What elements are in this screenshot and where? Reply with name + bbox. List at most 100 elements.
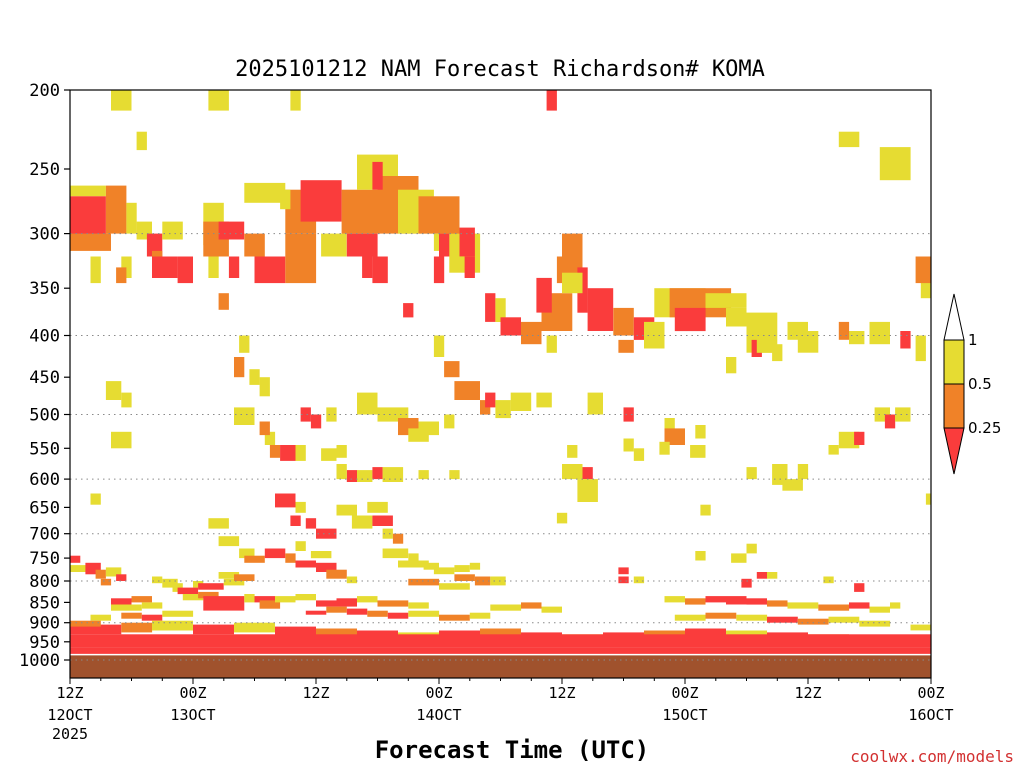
cell-ri-0-0.25 [116, 574, 127, 581]
cell-ri-0-0.25 [70, 624, 122, 635]
cell-ri-0.5-1 [849, 331, 865, 345]
cell-ri-0.5-1 [705, 293, 747, 308]
y-tick-label: 400 [29, 327, 60, 347]
cell-ri-0.25-0.5 [444, 361, 460, 378]
y-tick-label: 1000 [19, 651, 60, 671]
cell-ri-0.5-1 [408, 428, 429, 442]
cell-ri-0-0.25 [854, 431, 865, 445]
cell-ri-0.5-1 [90, 256, 101, 284]
cell-ri-0.5-1 [541, 606, 562, 613]
y-tick-label: 300 [29, 225, 60, 245]
y-tick-label: 650 [29, 498, 60, 518]
cell-ri-0.25-0.5 [367, 610, 388, 617]
cell-ri-0.5-1 [295, 501, 306, 513]
cell-ri-0-0.25 [141, 614, 163, 621]
cell-ri-0.5-1 [490, 604, 522, 611]
cell-ri-0.5-1 [111, 90, 132, 111]
cell-ri-0-0.25 [228, 256, 240, 278]
cell-ri-0-0.25 [372, 515, 393, 526]
pressure-gridlines [70, 233, 931, 661]
cell-ri-0-0.25 [290, 515, 301, 526]
cell-ri-0.5-1 [280, 189, 291, 210]
cell-ri-0.5-1 [239, 548, 255, 559]
cell-ri-0.5-1 [295, 541, 306, 551]
x-axis-label: Forecast Time (UTC) [375, 736, 650, 764]
cell-ri-0.5-1 [797, 331, 819, 353]
y-tick-label: 900 [29, 614, 60, 634]
cell-ri-0-0.25 [85, 562, 101, 575]
cell-ri-0.5-1 [336, 445, 347, 458]
cell-ri-0.5-1 [767, 572, 778, 579]
cell-ri-0.5-1 [162, 578, 178, 588]
x-tick-label: 16OCT [908, 706, 953, 724]
cell-ri-0.25-0.5 [269, 445, 281, 458]
x-tick-label: 13OCT [170, 706, 215, 724]
cell-ri-0.5-1 [357, 470, 373, 482]
heatmap-cells [70, 90, 932, 678]
cell-ri-0.5-1 [162, 610, 194, 617]
y-tick-label: 450 [29, 368, 60, 388]
cell-ri-0.5-1 [336, 504, 357, 516]
y-tick-label: 200 [29, 81, 60, 101]
cell-ri-0-0.25 [70, 634, 931, 648]
cell-ri-0-0.25 [705, 596, 726, 603]
legend-swatch-0.5-1 [943, 339, 965, 385]
cell-ri-0.25-0.5 [105, 185, 127, 234]
cell-ri-0.25-0.5 [480, 628, 521, 637]
cell-ri-0.5-1 [367, 501, 388, 513]
cell-ri-0-0.25 [536, 277, 552, 313]
cell-ri-0.25-0.5 [521, 602, 542, 609]
cell-ri-0.5-1 [382, 528, 393, 539]
cell-ri-0.5-1 [275, 596, 296, 603]
cell-ri-0.5-1 [152, 576, 163, 584]
cell-ri-0.5-1 [623, 438, 634, 452]
cell-ri-0.5-1 [910, 624, 931, 631]
cell-ri-0.5-1 [577, 479, 598, 502]
y-axis: 200 250 300 350 400 450 500 550 600 650 700 750 8008… [19, 81, 70, 671]
cell-ri-0.25-0.5 [285, 553, 296, 563]
cell-ri-0-0.25 [362, 256, 373, 278]
cell-ri-0.25-0.5 [198, 591, 219, 599]
x-tick-label: 00Z [671, 684, 698, 702]
cell-ri-0.25-0.5 [234, 574, 255, 581]
cell-ri-0.5-1 [633, 448, 645, 461]
cell-ri-0.5-1 [162, 221, 183, 240]
cell-ri-0-0.25 [152, 256, 178, 278]
cell-ri-0.5-1 [218, 536, 240, 547]
cell-ri-0.5-1 [838, 131, 860, 148]
cell-ri-0-0.25 [70, 196, 106, 240]
cell-ri-0-0.25 [403, 303, 414, 318]
cell-ri-0-0.25 [203, 596, 245, 611]
cell-ri-0-0.25 [751, 339, 762, 357]
cell-ri-0.5-1 [423, 562, 439, 570]
cell-ri-0.5-1 [925, 493, 931, 505]
cell-ri-0-0.25 [618, 576, 629, 584]
cell-ri-0.25-0.5 [439, 614, 470, 621]
cell-ri-0.5-1 [310, 551, 332, 559]
cell-surface [70, 654, 931, 678]
cell-ri-0.5-1 [726, 307, 747, 327]
cell-ri-0-0.25 [884, 414, 896, 429]
cell-ri-0.5-1 [408, 602, 429, 609]
cell-ri-0.5-1 [382, 548, 409, 559]
cell-ri-0-0.25 [587, 288, 614, 331]
chart-title: 2025101212 NAM Forecast Richardson# KOMA [235, 57, 765, 82]
cell-ri-0.25-0.5 [915, 256, 931, 284]
cell-ri-0-0.25 [433, 256, 445, 284]
cell-ri-0.25-0.5 [259, 600, 281, 609]
cell-ri-0.5-1 [828, 616, 860, 623]
cell-ri-0.5-1 [726, 357, 737, 374]
cell-ri-0-0.25 [459, 227, 475, 257]
cell-ri-0-0.25 [674, 307, 706, 332]
y-tick-label: 550 [29, 439, 60, 459]
cell-ri-0.25-0.5 [116, 267, 127, 284]
cell-ri-0.5-1 [398, 560, 429, 568]
cell-ri-0-0.25 [305, 610, 327, 615]
cell-ri-0-0.25 [485, 293, 496, 322]
cell-ri-0.5-1 [208, 256, 219, 278]
cell-ri-0.25-0.5 [618, 339, 634, 353]
x-tick-label: 00Z [425, 684, 452, 702]
cell-ri-0.5-1 [915, 335, 926, 362]
